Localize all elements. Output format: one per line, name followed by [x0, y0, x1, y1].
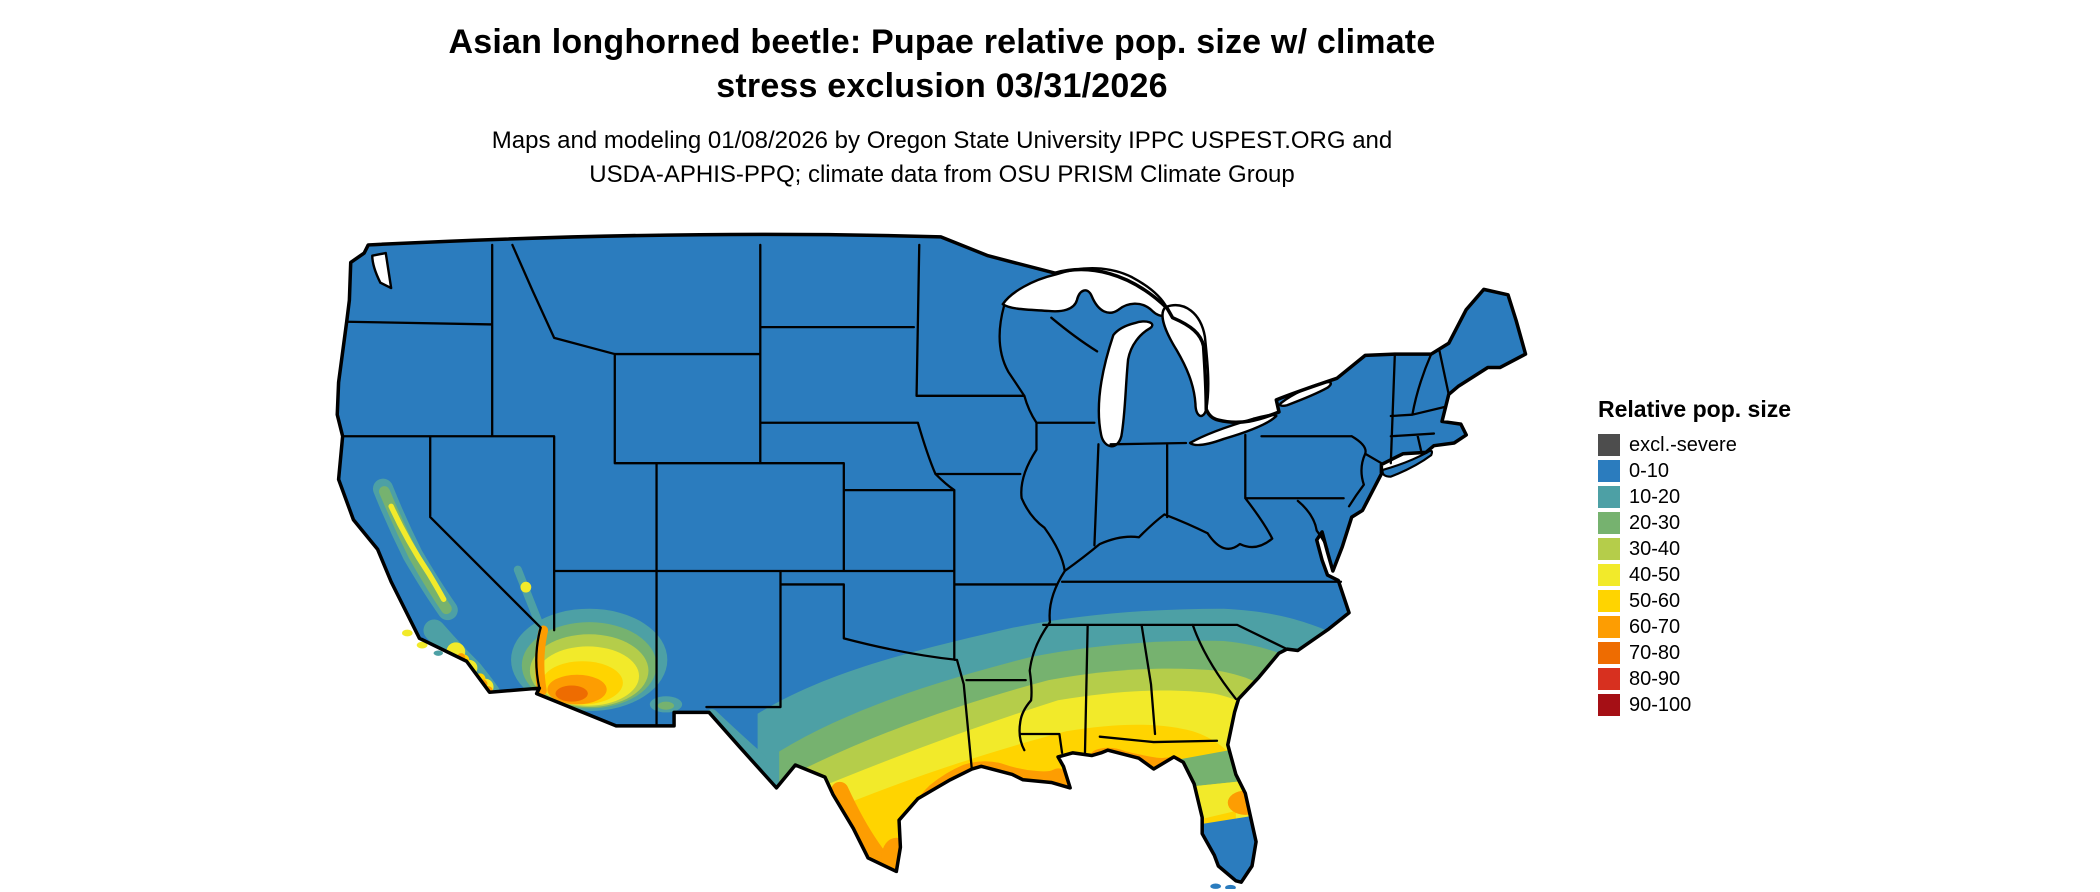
ca-central-valley-yellow: [388, 503, 447, 602]
legend-swatch: [1598, 590, 1620, 612]
florida-keys: [1210, 883, 1236, 889]
legend-swatch: [1598, 564, 1620, 586]
nm-green: [657, 701, 675, 710]
lake-michigan: [1097, 320, 1154, 448]
legend-item: 60-70: [1598, 616, 1791, 638]
fl-green: [1177, 748, 1243, 787]
key-speck: [1225, 884, 1236, 889]
legend-item-label: excl.-severe: [1629, 434, 1737, 456]
legend-item-label: 30-40: [1629, 538, 1681, 560]
state-borders: [341, 243, 1450, 771]
legend-item: 0-10: [1598, 460, 1791, 482]
legend-swatch: [1598, 694, 1620, 716]
legend-swatch: [1598, 538, 1620, 560]
us-map: [335, 232, 1528, 889]
legend-item-label: 40-50: [1629, 564, 1681, 586]
map-credits: Maps and modeling 01/08/2026 by Oregon S…: [0, 124, 1884, 192]
island-speck: [401, 629, 413, 637]
puget-sound: [371, 251, 393, 290]
lower-colorado-orange: [534, 625, 549, 696]
island-speck: [416, 641, 428, 649]
lake-erie: [1188, 413, 1278, 447]
legend-item: 50-60: [1598, 590, 1791, 612]
legend-item: 10-20: [1598, 486, 1791, 508]
island-speck: [433, 650, 444, 656]
legend-item-label: 50-60: [1629, 590, 1681, 612]
legend-item-label: 80-90: [1629, 668, 1681, 690]
legend-item-label: 20-30: [1629, 512, 1681, 534]
legend-swatch: [1598, 486, 1620, 508]
legend-item: 30-40: [1598, 538, 1791, 560]
legend-item: 90-100: [1598, 694, 1791, 716]
legend-items: excl.-severe 0-10 10-20 20-30 30-40 40-50 50-6…: [1598, 434, 1791, 716]
legend-item-label: 0-10: [1629, 460, 1670, 482]
legend-item-label: 60-70: [1629, 616, 1681, 638]
az-deep-orange: [555, 685, 588, 702]
map-title: Asian longhorned beetle: Pupae relative …: [0, 20, 1884, 108]
colorado-river-yellow: [520, 581, 532, 593]
legend-swatch: [1598, 434, 1620, 456]
legend-item: excl.-severe: [1598, 434, 1791, 456]
legend-item: 70-80: [1598, 642, 1791, 664]
legend-item: 80-90: [1598, 668, 1791, 690]
legend: Relative pop. size excl.-severe 0-10 10-20…: [1598, 396, 1791, 720]
map-credits-line1: Maps and modeling 01/08/2026 by Oregon S…: [491, 127, 1393, 154]
legend-swatch: [1598, 460, 1620, 482]
map-title-line1: Asian longhorned beetle: Pupae relative …: [448, 23, 1436, 61]
legend-swatch: [1598, 616, 1620, 638]
legend-swatch: [1598, 668, 1620, 690]
legend-swatch: [1598, 512, 1620, 534]
legend-swatch: [1598, 642, 1620, 664]
key-speck: [1210, 883, 1222, 889]
map-credits-line2: USDA-APHIS-PPQ; climate data from OSU PR…: [589, 161, 1295, 188]
legend-item-label: 10-20: [1629, 486, 1681, 508]
population-raster-layers: [337, 234, 1526, 883]
legend-item: 20-30: [1598, 512, 1791, 534]
legend-item-label: 70-80: [1629, 642, 1681, 664]
long-island: [1381, 449, 1434, 478]
legend-item: 40-50: [1598, 564, 1791, 586]
channel-islands: [401, 629, 444, 656]
map-title-line2: stress exclusion 03/31/2026: [716, 67, 1168, 105]
legend-item-label: 90-100: [1629, 694, 1692, 716]
legend-title: Relative pop. size: [1598, 396, 1792, 422]
